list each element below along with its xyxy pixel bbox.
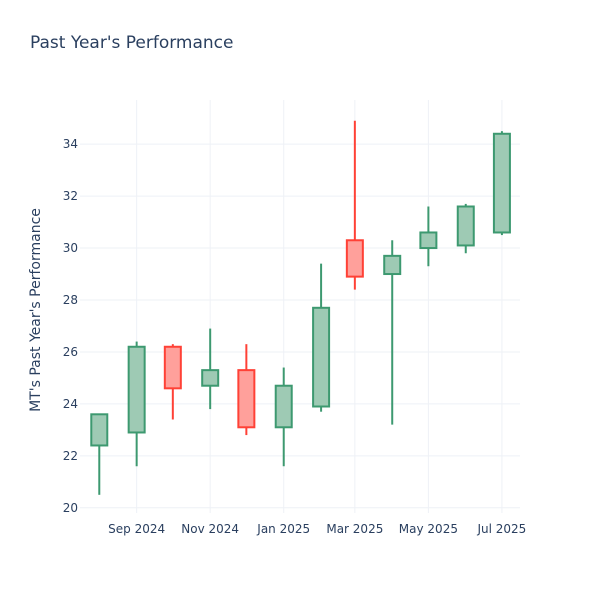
grid-layer: [80, 100, 520, 513]
candle-body: [163, 345, 182, 390]
candle-body: [345, 239, 364, 278]
candle-increasing: [419, 206, 438, 267]
candle-body: [456, 205, 475, 247]
candle-body: [90, 413, 109, 447]
candle-body: [127, 345, 146, 434]
candle-increasing: [127, 341, 146, 467]
y-tick-label: 28: [63, 293, 78, 307]
candle-increasing: [383, 240, 402, 425]
candle-body: [312, 306, 331, 408]
candle-increasing: [456, 203, 475, 254]
candle-increasing: [492, 131, 511, 236]
y-tick-label: 26: [63, 345, 78, 359]
y-tick-label: 34: [63, 137, 78, 151]
candle-layer: [90, 120, 511, 495]
x-tick-label: Nov 2024: [181, 522, 239, 536]
x-tick-label: Sep 2024: [108, 522, 165, 536]
candle-decreasing: [237, 344, 256, 436]
candle-increasing: [312, 263, 331, 412]
x-tick-label: May 2025: [399, 522, 458, 536]
chart-title: Past Year's Performance: [30, 33, 234, 53]
y-tick-label: 32: [63, 189, 78, 203]
x-tick-labels: Sep 2024 Nov 2024 Jan 2025 Mar 2025 May 2025…: [108, 522, 526, 536]
y-axis-title: MT's Past Year's Performance: [28, 208, 44, 412]
candle-body: [274, 384, 293, 429]
candle-body: [383, 254, 402, 276]
candle-increasing: [274, 367, 293, 467]
y-tick-label: 22: [63, 449, 78, 463]
candle-body: [419, 231, 438, 250]
candle-increasing: [201, 328, 220, 410]
y-tick-label: 24: [63, 397, 78, 411]
candle-body: [201, 369, 220, 387]
x-tick-label: Mar 2025: [326, 522, 383, 536]
candle-decreasing: [345, 120, 364, 290]
y-tick-label: 20: [63, 501, 78, 515]
y-tick-labels: 20 22 24 26 28 30 32 34: [63, 137, 78, 515]
candle-body: [237, 369, 256, 429]
candle-increasing: [90, 413, 109, 495]
y-tick-label: 30: [63, 241, 78, 255]
x-tick-label: Jul 2025: [476, 522, 526, 536]
candle-body: [492, 132, 511, 234]
candle-decreasing: [163, 344, 182, 420]
x-tick-label: Jan 2025: [256, 522, 310, 536]
